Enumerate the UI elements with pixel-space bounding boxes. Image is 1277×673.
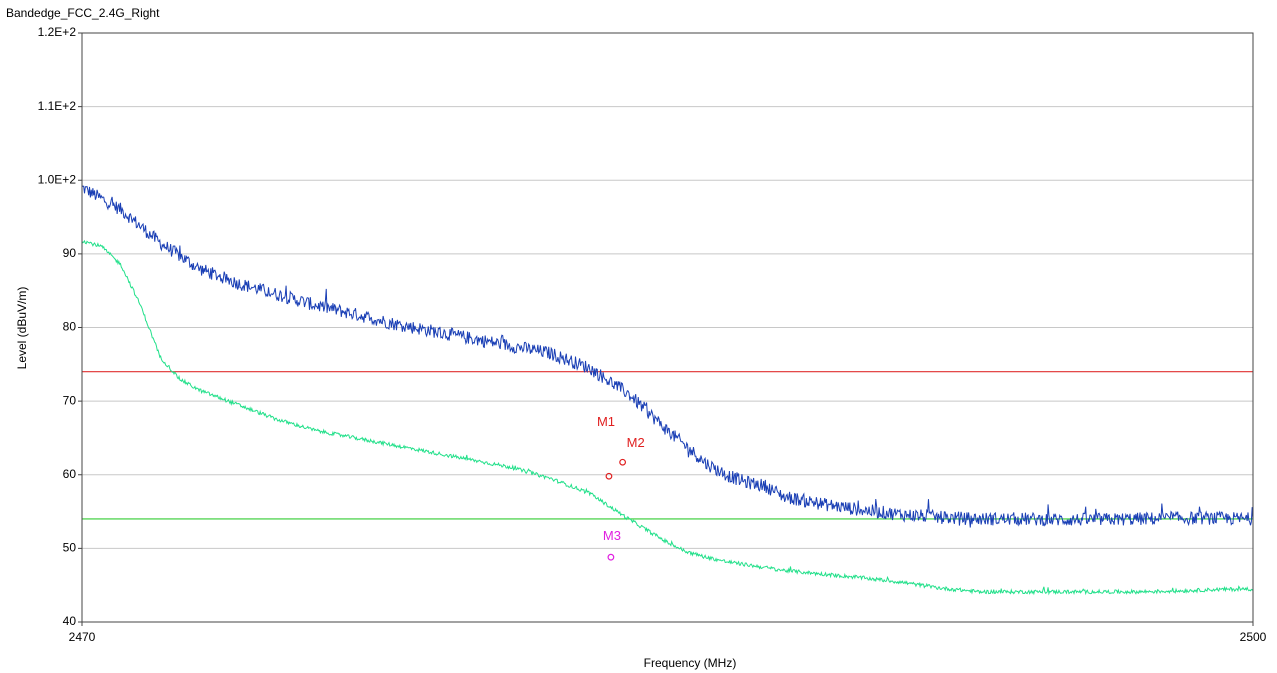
window-title: Bandedge_FCC_2.4G_Right <box>6 6 160 20</box>
series-trace-1 <box>81 185 1254 528</box>
y-tick-label: 70 <box>63 393 77 407</box>
y-tick-label: 60 <box>63 467 77 481</box>
marker-label: M1 <box>597 414 615 429</box>
y-tick-label: 1.1E+2 <box>38 99 77 113</box>
y-tick-label: 1.2E+2 <box>38 25 77 39</box>
tick-labels: 40 50 60 70 80 90 1.0E+2 1.1E+2 1.2E+2 2470 2500 <box>38 25 1267 644</box>
x-axis-label: Frequency (MHz) <box>644 656 737 670</box>
y-axis-label: Level (dBuV/m) <box>15 287 29 370</box>
series-trace-2 <box>81 239 1254 596</box>
y-tick-label: 40 <box>63 614 77 628</box>
y-tick-label: 80 <box>63 320 77 334</box>
y-tick-label: 50 <box>63 541 77 555</box>
series-layer <box>81 185 1254 596</box>
grid-layer <box>82 32 1253 623</box>
marker-point <box>619 458 627 466</box>
marker-point <box>607 553 615 561</box>
y-tick-label: 1.0E+2 <box>38 172 77 186</box>
marker-label: M3 <box>603 528 621 543</box>
markers: M1 M2 M3 <box>597 414 645 561</box>
x-tick-label: 2500 <box>1240 630 1267 644</box>
x-tick-label: 2470 <box>69 630 96 644</box>
marker-point <box>605 472 613 480</box>
marker-label: M2 <box>627 435 645 450</box>
y-tick-label: 90 <box>63 246 77 260</box>
limit-lines <box>82 371 1253 520</box>
